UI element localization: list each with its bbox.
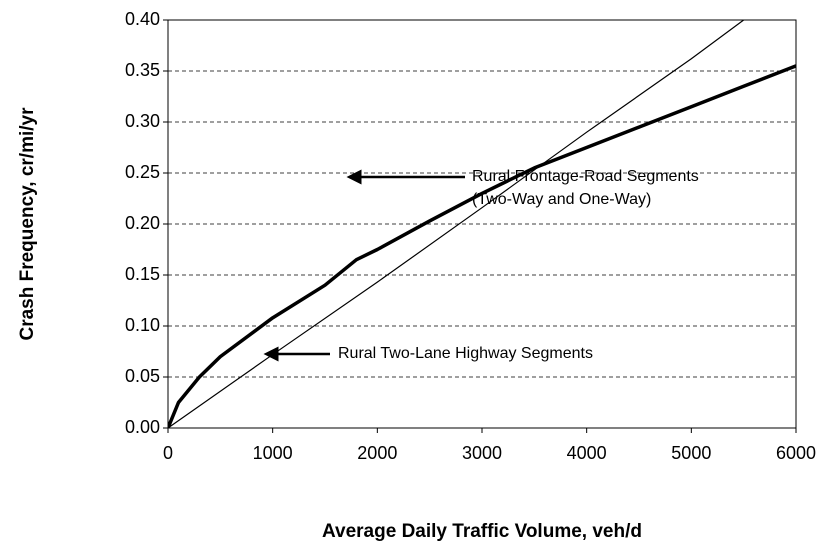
y-axis-title: Crash Frequency, cr/mi/yr xyxy=(17,107,38,341)
y-tick-label: 0.15 xyxy=(125,264,160,284)
series-line xyxy=(168,64,796,428)
y-tick-label: 0.20 xyxy=(125,213,160,233)
y-tick-label: 0.35 xyxy=(125,60,160,80)
y-tick-label: 0.05 xyxy=(125,366,160,386)
x-tick-label: 5000 xyxy=(671,443,711,463)
y-tick-label: 0.40 xyxy=(125,9,160,29)
x-tick-label: 0 xyxy=(163,443,173,463)
x-tick-label: 6000 xyxy=(776,443,816,463)
x-tick-label: 1000 xyxy=(253,443,293,463)
annotation: Rural Two-Lane Highway Segments xyxy=(338,345,593,362)
x-tick-label: 4000 xyxy=(567,443,607,463)
y-tick-label: 0.25 xyxy=(125,162,160,182)
y-tick-label: 0.00 xyxy=(125,417,160,437)
x-axis-title: Average Daily Traffic Volume, veh/d xyxy=(322,521,642,542)
x-tick-label: 2000 xyxy=(357,443,397,463)
x-tick-label: 3000 xyxy=(462,443,502,463)
annotation: Rural Frontage-Road Segments xyxy=(472,168,699,185)
y-tick-label: 0.30 xyxy=(125,111,160,131)
y-tick-label: 0.10 xyxy=(125,315,160,335)
annotation: (Two-Way and One-Way) xyxy=(472,191,651,208)
